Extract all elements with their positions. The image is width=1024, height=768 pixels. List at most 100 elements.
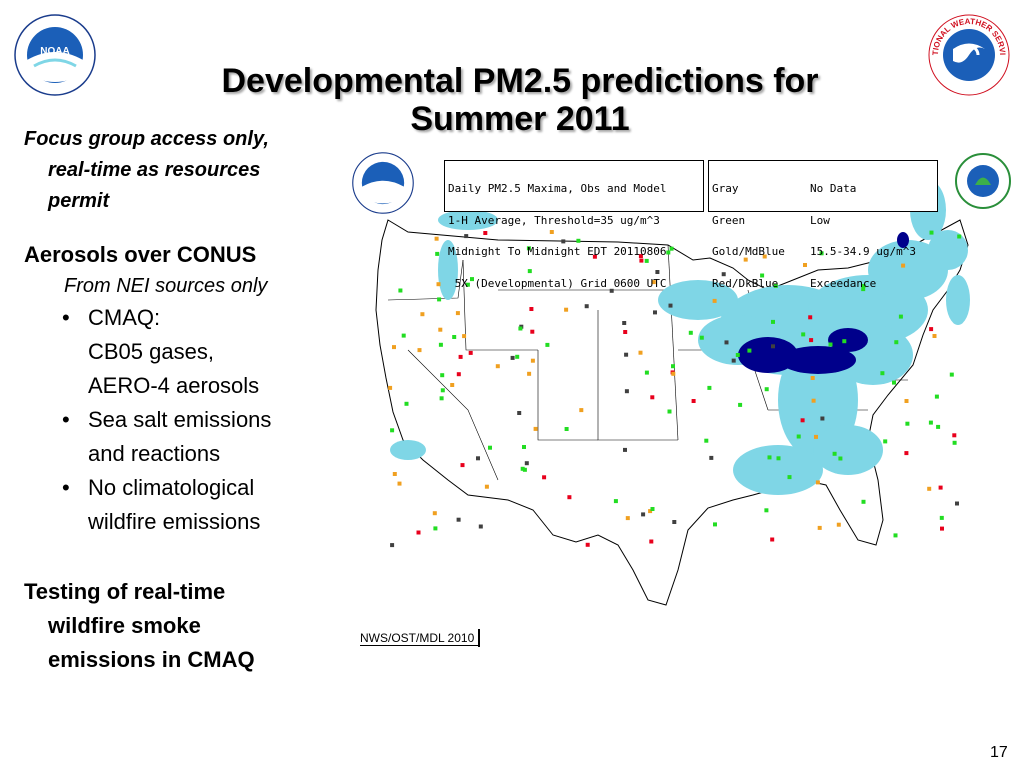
observation-site-marker	[438, 327, 443, 332]
observation-site-marker	[584, 304, 589, 309]
observation-site-marker	[707, 385, 712, 390]
light-blue-region	[438, 210, 498, 230]
legend-desc-line-2: 1-H Average, Threshold=35 ug/m^3	[448, 213, 660, 227]
observation-site-marker	[767, 455, 772, 460]
observation-site-marker	[404, 401, 409, 406]
noaa-logo-text: NOAA	[40, 46, 69, 57]
observation-site-marker	[638, 254, 643, 259]
map-legend-description: Daily PM2.5 Maxima, Obs and Model 1-H Av…	[444, 160, 704, 288]
observation-site-marker	[585, 542, 590, 547]
observation-site-marker	[776, 456, 781, 461]
legend-color-meaning: No Data	[810, 182, 857, 195]
observation-site-marker	[455, 311, 460, 316]
observation-site-marker	[817, 525, 822, 530]
observation-site-marker	[549, 230, 554, 234]
dark-blue-region	[897, 232, 909, 248]
observation-site-marker	[564, 427, 569, 431]
bullet-wildfire-line-2: wildfire emissions	[88, 509, 261, 534]
observation-site-marker	[904, 399, 909, 403]
observation-site-marker	[460, 463, 465, 468]
observation-site-marker	[625, 516, 630, 521]
observation-site-marker	[771, 344, 775, 349]
observation-site-marker	[515, 354, 520, 359]
observation-site-marker	[721, 272, 726, 277]
observation-site-marker	[650, 395, 655, 400]
page-number: 17	[990, 744, 1008, 761]
observation-site-marker	[545, 342, 550, 347]
observation-site-marker	[609, 288, 614, 293]
epa-seal	[955, 153, 1011, 209]
observation-site-marker	[713, 522, 717, 527]
observation-site-marker	[650, 507, 655, 511]
map-credit: NWS/OST/MDL 2010	[360, 629, 481, 647]
observation-site-marker	[576, 238, 581, 243]
observation-site-marker	[738, 402, 743, 407]
observation-site-marker	[436, 282, 441, 287]
observation-site-marker	[731, 358, 736, 363]
legend-row: Red/DkBlue Exceedance	[712, 276, 934, 290]
observation-site-marker	[810, 376, 815, 380]
observation-site-marker	[800, 418, 805, 423]
observation-site-marker	[434, 236, 439, 241]
observation-site-marker	[838, 456, 843, 461]
observation-site-marker	[655, 270, 660, 274]
testing-line-1: Testing of real-time	[24, 579, 226, 604]
observation-site-marker	[478, 524, 483, 529]
light-blue-region	[868, 240, 948, 300]
bullet-cmaq-line-2: CB05 gases,	[88, 339, 214, 364]
observation-site-marker	[770, 537, 775, 542]
observation-site-marker	[417, 348, 422, 353]
observation-site-marker	[390, 543, 395, 548]
observation-site-marker	[440, 388, 445, 393]
observation-site-marker	[639, 258, 644, 263]
bullet-dot: •	[62, 407, 70, 432]
observation-site-marker	[530, 358, 535, 363]
observation-site-marker	[952, 440, 957, 445]
observation-site-marker	[773, 283, 778, 288]
observation-site-marker	[815, 480, 820, 485]
observation-site-marker	[530, 329, 535, 334]
observation-site-marker	[484, 484, 489, 489]
legend-color-name: Gray	[712, 182, 739, 195]
observation-site-marker	[488, 445, 492, 450]
observation-site-marker	[704, 438, 709, 443]
title-line-1: Developmental PM2.5 predictions for	[221, 62, 819, 100]
observation-site-marker	[901, 263, 906, 268]
observation-site-marker	[623, 447, 627, 452]
map-legend-colors: Gray No Data Green Low Gold/MdBlue 15.5-34.…	[708, 160, 938, 288]
observation-site-marker	[764, 508, 769, 513]
observation-site-marker	[934, 394, 939, 399]
observation-site-marker	[624, 352, 629, 357]
observation-site-marker	[957, 234, 962, 239]
observation-site-marker	[476, 456, 480, 461]
legend-color-meaning: 15.5-34.9 ug/m^3	[810, 245, 916, 258]
observation-site-marker	[764, 387, 769, 392]
observation-site-marker	[397, 481, 402, 486]
bullet-cmaq: • CMAQ: CB05 gases, AERO-4 aerosols	[24, 301, 344, 403]
legend-color-meaning: Exceedance	[810, 276, 877, 290]
observation-site-marker	[623, 330, 628, 334]
observation-site-marker	[688, 330, 693, 335]
observation-site-marker	[398, 288, 403, 293]
observation-site-marker	[936, 424, 941, 429]
observation-site-marker	[644, 258, 649, 263]
observation-site-marker	[672, 520, 677, 524]
light-blue-region	[390, 440, 426, 460]
observation-site-marker	[624, 389, 629, 394]
light-blue-region	[813, 425, 883, 475]
focus-group-note: Focus group access only, real-time as re…	[24, 124, 344, 217]
observation-site-marker	[522, 445, 526, 449]
observation-site-marker	[894, 340, 899, 345]
observation-site-marker	[613, 499, 618, 504]
observation-site-marker	[801, 332, 806, 337]
observation-site-marker	[483, 231, 488, 235]
observation-site-marker	[905, 421, 910, 426]
observation-site-marker	[527, 371, 532, 376]
observation-site-marker	[803, 263, 807, 267]
observation-site-marker	[392, 345, 396, 350]
observation-site-marker	[811, 398, 816, 403]
observation-site-marker	[529, 307, 534, 311]
light-blue-region	[946, 275, 970, 325]
observation-site-marker	[671, 371, 676, 376]
dark-blue-region	[828, 328, 868, 352]
